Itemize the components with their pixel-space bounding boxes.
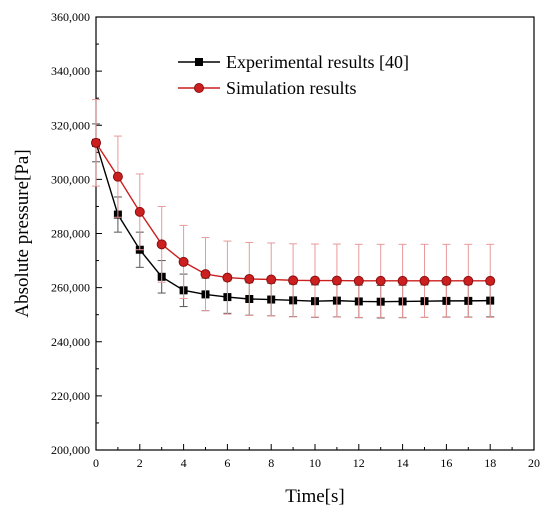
y-tick-label: 260,000 [51, 281, 90, 295]
data-point [200, 269, 211, 280]
legend: Experimental results [40] Simulation resu… [178, 52, 409, 98]
data-point [419, 275, 430, 286]
x-axis-title: Time[s] [285, 486, 344, 507]
x-tick-label: 18 [484, 456, 496, 470]
data-point [112, 171, 123, 182]
series-layer [91, 99, 496, 319]
x-tick-label: 12 [353, 456, 365, 470]
series-simulation [91, 99, 496, 318]
data-point [375, 275, 386, 286]
data-point [156, 239, 167, 250]
x-tick-label: 6 [224, 456, 230, 470]
x-tick-label: 20 [528, 456, 540, 470]
legend-marker [194, 83, 204, 93]
data-point [310, 275, 320, 286]
data-point [463, 275, 474, 286]
x-tick-label: 8 [268, 456, 274, 470]
data-point [91, 137, 101, 148]
data-point [178, 256, 189, 267]
data-point [288, 275, 299, 286]
legend-label: Experimental results [40] [226, 52, 409, 72]
data-point [266, 274, 277, 285]
data-point [244, 273, 255, 284]
y-tick-label: 240,000 [51, 335, 90, 349]
data-point [441, 275, 452, 286]
legend-item-simulation: Simulation results [178, 78, 357, 98]
y-tick-label: 340,000 [51, 64, 90, 78]
data-point [485, 275, 496, 286]
x-tick-label: 4 [181, 456, 187, 470]
data-point [331, 275, 342, 286]
legend-marker [195, 58, 203, 66]
y-tick-label: 320,000 [51, 118, 90, 132]
x-tick-label: 10 [309, 456, 321, 470]
x-tick-label: 0 [93, 456, 99, 470]
y-axis-ticks: 200,000 220,000 240,000 260,000 280,000 300,0… [51, 10, 102, 457]
data-point [222, 272, 233, 283]
x-tick-label: 14 [397, 456, 409, 470]
y-axis-title: Absolute pressure[Pa] [12, 149, 33, 317]
y-tick-label: 200,000 [51, 443, 90, 457]
y-tick-label: 220,000 [51, 389, 90, 403]
x-axis-ticks: 0 2 4 6 8 10 12 14 16 18 20 [93, 444, 540, 470]
x-tick-label: 2 [137, 456, 143, 470]
legend-label: Simulation results [226, 78, 357, 98]
y-tick-label: 300,000 [51, 172, 90, 186]
data-point [353, 275, 364, 286]
y-tick-label: 280,000 [51, 227, 90, 241]
y-tick-label: 360,000 [51, 10, 90, 24]
data-point [397, 275, 408, 286]
x-tick-label: 16 [440, 456, 452, 470]
data-point [134, 206, 145, 217]
legend-item-experimental: Experimental results [40] [178, 52, 409, 72]
